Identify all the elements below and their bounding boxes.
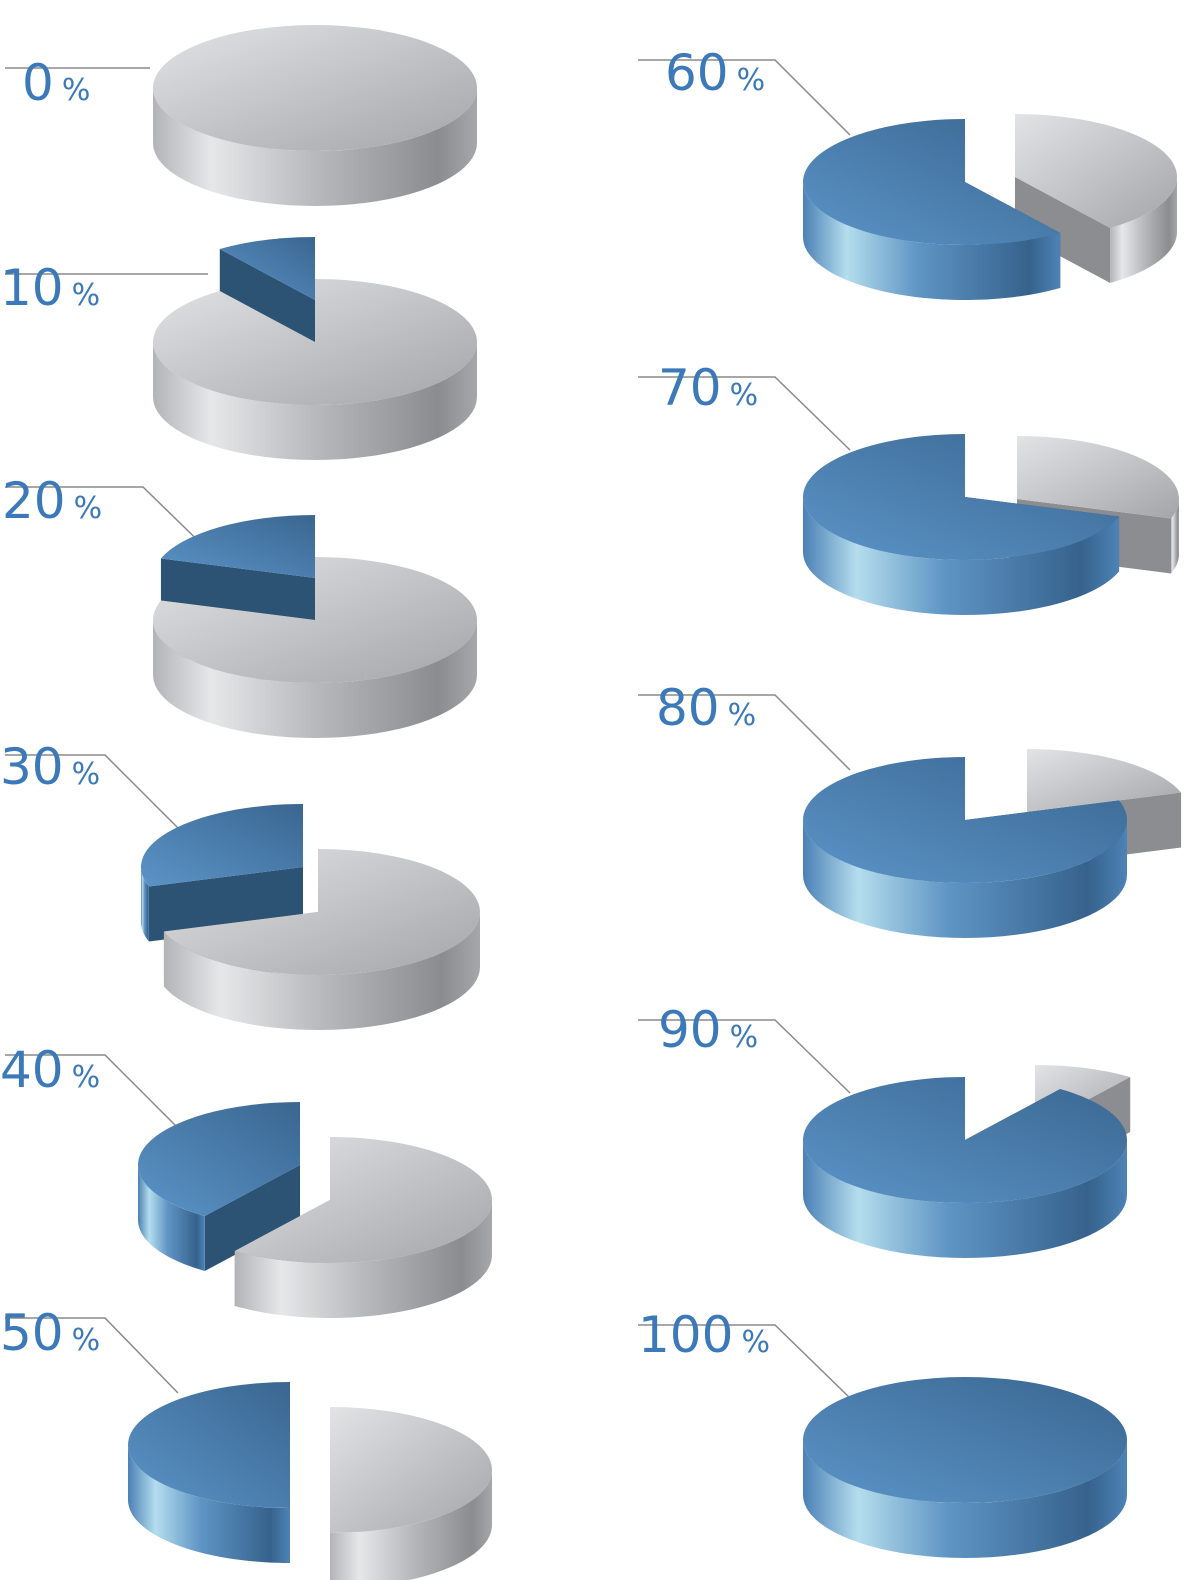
percent-label: 0% (22, 54, 90, 112)
pie-chart-70: 70% (638, 359, 1179, 615)
remainder-slice-top (1015, 114, 1177, 228)
percent-unit: % (72, 1060, 101, 1095)
percent-label: 30% (0, 738, 100, 796)
percent-value: 50 (0, 1304, 64, 1362)
remainder-slice-side-wall (234, 1200, 492, 1318)
pie-chart-30: 30% (0, 738, 481, 1030)
percent-value: 10 (0, 259, 64, 317)
highlight-slice-top (803, 1377, 1127, 1503)
percent-unit: % (72, 278, 101, 313)
highlight-slice-side-wall (803, 1140, 1127, 1258)
pie-chart-20: 20% (2, 472, 477, 738)
pie-chart-80: 80% (638, 679, 1182, 938)
percent-value: 30 (0, 738, 64, 796)
percent-unit: % (74, 491, 103, 526)
remainder-slice-side-wall (163, 912, 481, 1030)
highlight-slice-cut-face (219, 249, 315, 355)
highlight-slice-side-wall (803, 1440, 1127, 1558)
percent-label: 50% (0, 1304, 100, 1362)
percent-label: 10% (0, 259, 100, 317)
percent-unit: % (741, 1325, 770, 1360)
pie-chart-50: 50% (0, 1304, 492, 1580)
pie-chart-100: 100% (638, 1306, 1127, 1558)
highlight-slice-side-wall (128, 1445, 290, 1563)
remainder-slice-side-wall (1110, 177, 1177, 283)
percent-unit: % (72, 1323, 101, 1358)
highlight-slice-top (141, 804, 303, 887)
percent-value: 80 (656, 679, 720, 737)
pie-chart-90: 90% (638, 1001, 1131, 1258)
leader-line (638, 1019, 851, 1094)
leader-line (5, 754, 179, 829)
highlight-slice-top (138, 1102, 300, 1216)
remainder-slice-top (152, 279, 477, 406)
remainder-slice-top (234, 1137, 493, 1264)
percent-value: 70 (658, 359, 722, 417)
percent-unit: % (728, 698, 757, 733)
highlight-slice-side-wall (141, 867, 149, 942)
leader-line (5, 1054, 179, 1129)
pie-chart-10: 10% (0, 237, 477, 460)
highlight-slice-top (803, 434, 1120, 560)
remainder-slice-side-wall (153, 88, 477, 206)
percent-unit: % (72, 757, 101, 792)
highlight-slice-cut-face (204, 1165, 300, 1271)
percent-unit: % (730, 1020, 759, 1055)
leader-line (5, 486, 219, 561)
percent-label: 100% (638, 1306, 770, 1364)
remainder-slice-side-wall (1171, 499, 1179, 574)
percent-value: 40 (0, 1041, 64, 1099)
remainder-slice-side-wall (153, 342, 477, 460)
highlight-slice-top (160, 515, 315, 578)
percent-value: 0 (22, 54, 54, 112)
remainder-slice-top (1017, 436, 1179, 519)
percent-label: 20% (2, 472, 102, 530)
highlight-slice-side-wall (803, 497, 1120, 615)
leader-line (5, 1317, 179, 1394)
pie-chart-40: 40% (0, 1041, 493, 1318)
highlight-slice-top (219, 237, 315, 300)
percent-label: 60% (665, 44, 765, 102)
highlight-slice-top (128, 1382, 290, 1508)
leader-line (638, 376, 851, 451)
highlight-slice-side-wall (803, 182, 1061, 300)
remainder-slice-top (1027, 749, 1182, 812)
remainder-slice-side-wall (330, 1470, 492, 1580)
percent-unit: % (737, 63, 766, 98)
percent-value: 60 (665, 44, 729, 102)
highlight-slice-top (803, 1077, 1128, 1204)
percent-value: 20 (2, 472, 66, 530)
remainder-slice-cut-face (1015, 177, 1111, 283)
remainder-slice-top (163, 849, 481, 975)
highlight-slice-top (802, 119, 1061, 245)
percent-value: 100 (638, 1306, 733, 1364)
highlight-slice-side-wall (138, 1165, 205, 1271)
remainder-slice-top (330, 1407, 492, 1533)
percent-unit: % (730, 378, 759, 413)
percent-value: 90 (658, 1001, 722, 1059)
highlight-slice-top (803, 757, 1128, 884)
pie-chart-0: 0% (5, 25, 477, 206)
remainder-slice-top (153, 25, 477, 151)
percent-label: 90% (658, 1001, 758, 1059)
remainder-slice-side-wall (153, 620, 477, 738)
leader-line (638, 694, 851, 771)
percent-label: 40% (0, 1041, 100, 1099)
highlight-slice-side-wall (803, 820, 1127, 938)
leader-line (638, 59, 851, 136)
remainder-slice-top (153, 557, 477, 684)
leader-line (638, 1324, 851, 1399)
percent-label: 70% (658, 359, 758, 417)
pie-chart-60: 60% (638, 44, 1177, 300)
percent-unit: % (62, 73, 91, 108)
percent-label: 80% (656, 679, 756, 737)
